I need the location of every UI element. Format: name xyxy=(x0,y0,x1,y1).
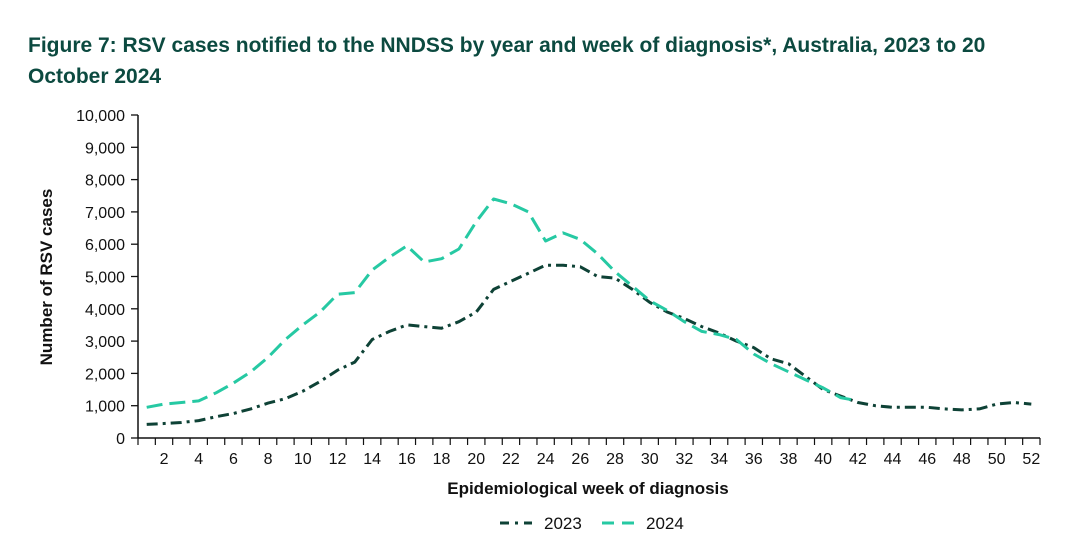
x-tick-label: 32 xyxy=(676,451,694,468)
y-tick-label: 1,000 xyxy=(85,399,125,416)
x-tick-label: 40 xyxy=(814,451,832,468)
y-tick-label: 6,000 xyxy=(85,237,125,254)
x-tick-label: 6 xyxy=(229,451,238,468)
x-tick-label: 8 xyxy=(264,451,273,468)
y-tick-label: 3,000 xyxy=(85,334,125,351)
x-tick-label: 42 xyxy=(849,451,867,468)
x-tick-label: 50 xyxy=(988,451,1006,468)
y-tick-label: 4,000 xyxy=(85,302,125,319)
x-axis-title: Epidemiological week of diagnosis xyxy=(447,479,729,498)
x-tick-label: 2 xyxy=(160,451,169,468)
x-tick-label: 22 xyxy=(502,451,520,468)
x-tick-label: 4 xyxy=(194,451,203,468)
y-tick-label: 8,000 xyxy=(85,173,125,190)
x-tick-label: 44 xyxy=(884,451,902,468)
y-tick-label: 7,000 xyxy=(85,205,125,222)
x-tick-label: 28 xyxy=(606,451,624,468)
x-tick-label: 24 xyxy=(537,451,555,468)
x-tick-label: 18 xyxy=(433,451,451,468)
x-tick-label: 52 xyxy=(1022,451,1040,468)
x-tick-label: 30 xyxy=(641,451,659,468)
x-tick-label: 34 xyxy=(710,451,728,468)
x-tick-label: 20 xyxy=(467,451,485,468)
legend: 2023 2024 xyxy=(500,514,684,533)
x-tick-label: 14 xyxy=(363,451,381,468)
x-tick-label: 48 xyxy=(953,451,971,468)
plot-series-layer xyxy=(146,197,1032,426)
x-tick-label: 16 xyxy=(398,451,416,468)
y-tick-label: 9,000 xyxy=(85,140,125,157)
x-tick-label: 26 xyxy=(571,451,589,468)
x-axis: 2 4 6 8 10 12 14 16 18 20 22 24 26 28 30 32 34 36 38 40 42 44… xyxy=(137,437,1041,468)
legend-label-2023: 2023 xyxy=(544,514,582,533)
x-tick-label: 10 xyxy=(294,451,312,468)
legend-label-2024: 2024 xyxy=(646,514,684,533)
series-line-2023 xyxy=(146,263,1032,426)
x-tick-label: 38 xyxy=(780,451,798,468)
x-tick-label: 12 xyxy=(329,451,347,468)
x-tick-label: 46 xyxy=(918,451,936,468)
series-line-2024 xyxy=(146,197,859,409)
y-tick-label: 10,000 xyxy=(76,108,125,125)
y-axis: 0 1,000 2,000 3,000 4,000 5,000 6,000 7,000 8,00… xyxy=(76,108,139,448)
y-tick-label: 2,000 xyxy=(85,366,125,383)
y-axis-title: Number of RSV cases xyxy=(37,189,56,366)
y-tick-label: 5,000 xyxy=(85,270,125,287)
y-tick-label: 0 xyxy=(116,431,125,448)
chart-title: Figure 7: RSV cases notified to the NNDS… xyxy=(28,34,986,88)
x-tick-label: 36 xyxy=(745,451,763,468)
